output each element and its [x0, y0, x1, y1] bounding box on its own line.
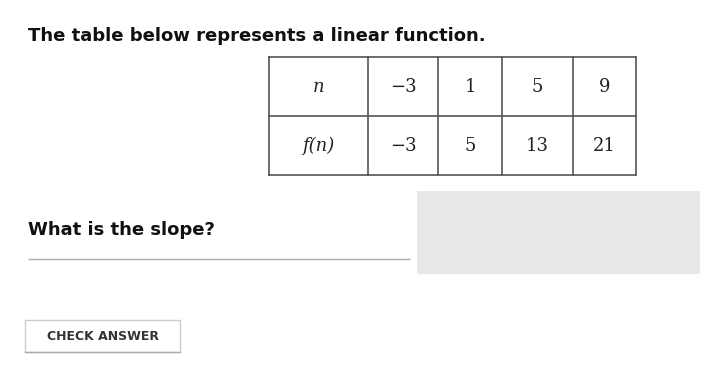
- FancyBboxPatch shape: [417, 190, 700, 274]
- Text: 9: 9: [599, 78, 610, 96]
- Text: What is the slope?: What is the slope?: [28, 221, 215, 239]
- Text: f(n): f(n): [302, 137, 334, 155]
- FancyBboxPatch shape: [25, 320, 180, 352]
- Text: 5: 5: [532, 78, 543, 96]
- Text: −3: −3: [390, 137, 416, 155]
- Text: 5: 5: [464, 137, 476, 155]
- Text: 1: 1: [464, 78, 476, 96]
- Text: n: n: [312, 78, 324, 96]
- Text: −3: −3: [390, 78, 416, 96]
- Text: 21: 21: [593, 137, 616, 155]
- Text: CHECK ANSWER: CHECK ANSWER: [47, 330, 158, 343]
- Text: The table below represents a linear function.: The table below represents a linear func…: [28, 27, 486, 45]
- Text: 13: 13: [526, 137, 549, 155]
